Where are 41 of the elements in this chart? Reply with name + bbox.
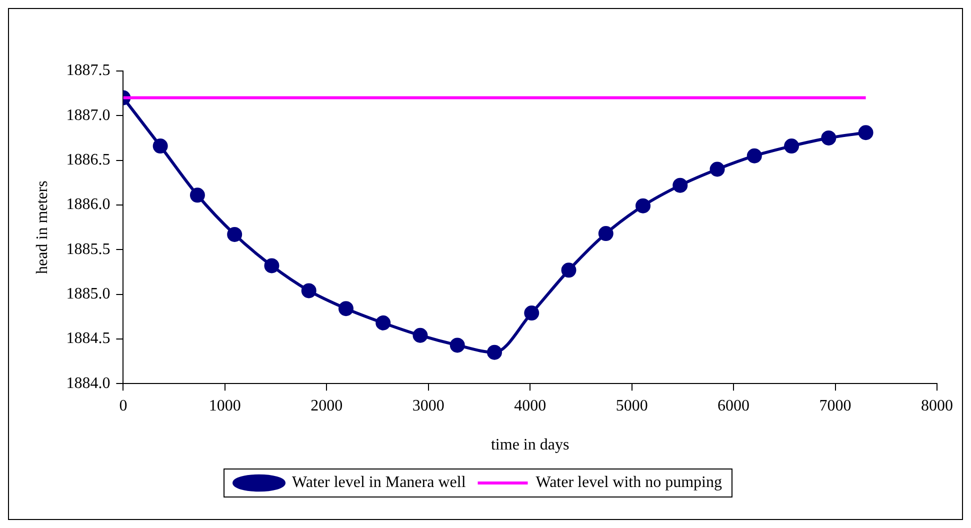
y-tick-label: 1886.0	[66, 196, 110, 214]
point	[301, 283, 316, 298]
y-axis-title: head in meters	[34, 180, 51, 274]
x-tick-label: 3000	[412, 397, 444, 414]
point	[636, 198, 651, 214]
x-tick-label: 4000	[514, 397, 546, 414]
x-tick-label: 1000	[208, 397, 241, 414]
y-tick-label: 1887.0	[66, 106, 110, 124]
point	[264, 258, 280, 274]
point	[858, 125, 874, 140]
y-tick-label: 1884.5	[66, 330, 110, 348]
legend-label: Water level in Manera well	[292, 474, 466, 492]
point	[524, 306, 540, 321]
x-tick-label: 6000	[718, 397, 750, 414]
x-axis-title: time in days	[490, 436, 570, 454]
point	[710, 162, 725, 177]
y-tick-label: 1885.5	[66, 240, 110, 258]
x-tick-label: 7000	[819, 397, 852, 414]
x-tick-label: 5000	[616, 397, 648, 414]
point	[227, 226, 242, 242]
x-tick-label: 0	[119, 397, 128, 414]
y-tick-label: 1886.5	[66, 152, 110, 169]
point	[672, 178, 688, 193]
point	[598, 226, 614, 242]
point	[338, 301, 354, 316]
x-tick-label: 8000	[921, 397, 953, 414]
point	[152, 138, 168, 154]
point	[190, 188, 205, 203]
point	[821, 130, 836, 146]
y-tick-label: 1884.0	[66, 374, 110, 392]
y-tick-label: 1887.5	[66, 62, 110, 80]
point	[746, 148, 762, 164]
point	[784, 138, 800, 154]
point	[450, 338, 465, 353]
x-tick-label: 2000	[310, 397, 343, 414]
point	[486, 344, 502, 360]
point	[376, 315, 391, 330]
y-tick-label: 1885.0	[66, 285, 110, 302]
legend-label: Water level with no pumping	[536, 474, 722, 492]
point	[561, 262, 576, 278]
point	[412, 328, 428, 343]
